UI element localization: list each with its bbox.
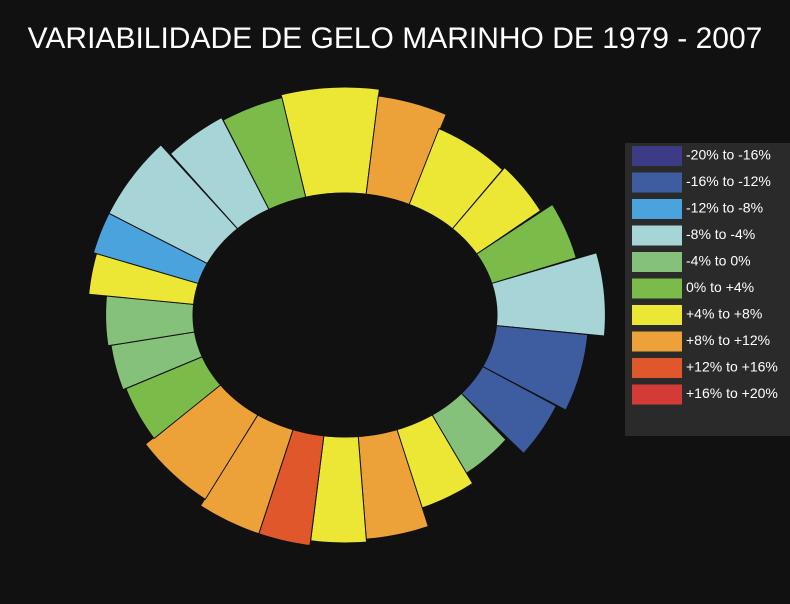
legend-swatch [632,252,682,272]
legend-swatch [632,278,682,299]
legend-label: -20% to -16% [686,147,771,163]
legend-swatch [632,199,682,219]
legend-swatch [632,146,682,166]
legend-label: -16% to -12% [686,173,771,189]
legend-swatch [632,331,682,352]
legend-swatch [632,225,682,246]
legend-label: -4% to 0% [686,253,751,269]
legend: -20% to -16% -16% to -12% -12% to -8% -8% t… [632,146,778,405]
map-title: VARIABILIDADE DE GELO MARINHO DE 1979 - … [28,22,763,55]
regions [88,86,606,547]
legend-swatch [632,305,682,325]
legend-label: -12% to -8% [686,200,763,216]
legend-label: +16% to +20% [686,385,778,401]
legend-swatch [632,358,682,378]
legend-label: 0% to +4% [686,279,754,295]
legend-label: -8% to -4% [686,226,755,242]
legend-label: +12% to +16% [686,359,778,375]
sea-ice-region [222,97,307,210]
legend-swatch [632,384,682,405]
legend-label: +4% to +8% [686,306,762,322]
legend-label: +8% to +12% [686,332,770,348]
legend-swatch [632,172,682,193]
